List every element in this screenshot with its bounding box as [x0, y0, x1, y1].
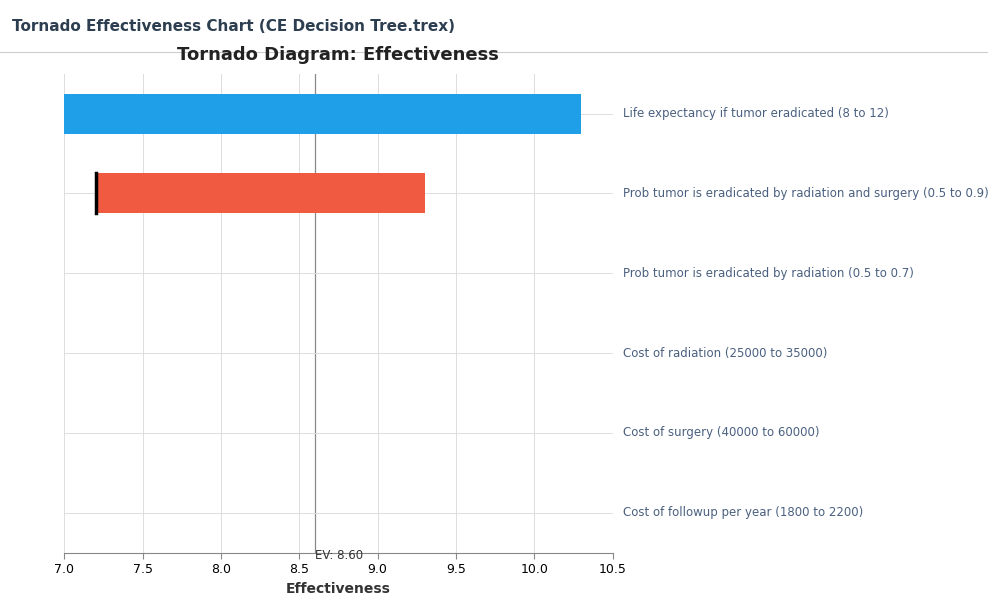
Bar	[64, 93, 581, 133]
Text: Cost of radiation (25000 to 35000): Cost of radiation (25000 to 35000)	[622, 346, 827, 360]
X-axis label: Effectiveness: Effectiveness	[286, 581, 391, 596]
Text: EV: 8.60: EV: 8.60	[315, 549, 363, 562]
Title: Tornado Diagram: Effectiveness: Tornado Diagram: Effectiveness	[178, 46, 499, 64]
Text: Cost of followup per year (1800 to 2200): Cost of followup per year (1800 to 2200)	[622, 506, 864, 519]
Text: Cost of surgery (40000 to 60000): Cost of surgery (40000 to 60000)	[622, 426, 819, 440]
Bar	[96, 173, 425, 213]
Text: Tornado Effectiveness Chart (CE Decision Tree.trex): Tornado Effectiveness Chart (CE Decision…	[12, 19, 454, 34]
Text: Life expectancy if tumor eradicated (8 to 12): Life expectancy if tumor eradicated (8 t…	[622, 107, 889, 120]
Text: Prob tumor is eradicated by radiation and surgery (0.5 to 0.9): Prob tumor is eradicated by radiation an…	[622, 187, 988, 200]
Text: Prob tumor is eradicated by radiation (0.5 to 0.7): Prob tumor is eradicated by radiation (0…	[622, 266, 914, 280]
